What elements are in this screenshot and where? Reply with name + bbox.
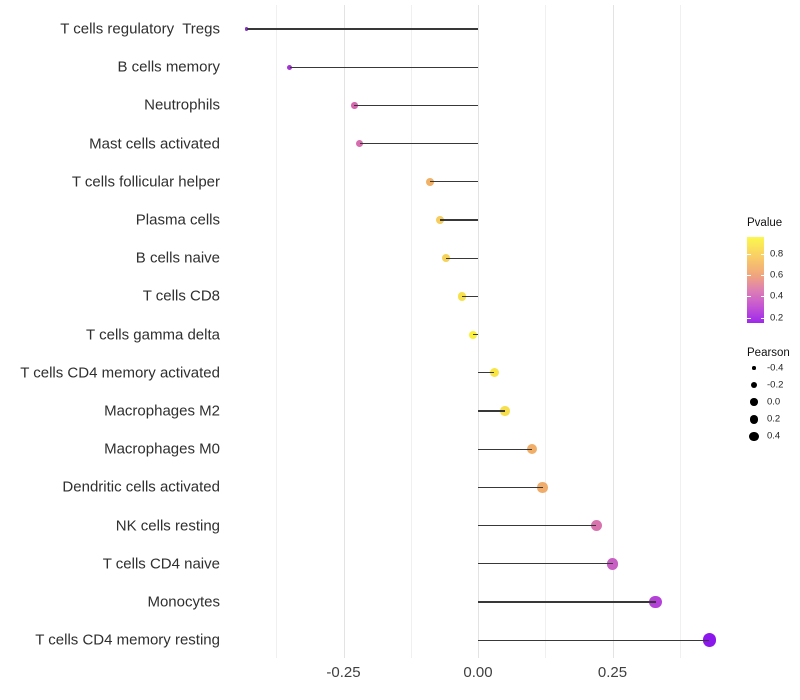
pearson-legend-label: -0.4 xyxy=(767,362,784,374)
y-axis-label: B cells memory xyxy=(117,58,220,76)
pearson-legend-label: 0.0 xyxy=(767,396,781,408)
lollipop-dot xyxy=(590,520,602,532)
gridline-minor xyxy=(410,5,412,658)
colorbar-tick-label: 0.4 xyxy=(770,290,784,302)
gridline-minor xyxy=(545,5,547,658)
colorbar-tick-label: 0.8 xyxy=(770,248,784,260)
lollipop-stick xyxy=(478,563,613,565)
y-axis-label: T cells regulatory Tregs xyxy=(60,20,220,38)
pearson-legend-label: -0.2 xyxy=(767,379,784,391)
lollipop-stick xyxy=(429,181,478,183)
legend-pearson-title: Pearson xyxy=(747,347,790,359)
pearson-legend-dot xyxy=(749,415,759,424)
pearson-legend-dot xyxy=(751,382,757,389)
lollipop-dot xyxy=(606,558,619,570)
plot-panel xyxy=(228,5,724,658)
lollipop-stick xyxy=(440,219,478,221)
y-axis-label: NK cells resting xyxy=(115,517,220,535)
gridline-major xyxy=(478,5,479,658)
lollipop-stick xyxy=(472,334,478,336)
lollipop-dot xyxy=(537,482,548,493)
gridline-major xyxy=(343,5,345,658)
y-axis-label: Plasma cells xyxy=(135,211,220,229)
pearson-legend-dot xyxy=(752,366,756,370)
y-axis-label: Dendritic cells activated xyxy=(62,478,220,496)
y-axis-label: T cells CD4 memory resting xyxy=(35,631,220,649)
colorbar-tick-label: 0.6 xyxy=(770,269,784,281)
x-axis-tick-label: -0.25 xyxy=(326,664,361,681)
lollipop-stick xyxy=(445,257,478,259)
lollipop-stick xyxy=(478,486,543,488)
lollipop-dot xyxy=(702,633,717,647)
lollipop-stick xyxy=(478,525,597,527)
lollipop-stick xyxy=(246,28,478,30)
colorbar-tick-mark xyxy=(747,317,751,319)
lollipop-stick xyxy=(359,143,478,145)
colorbar-tick-mark xyxy=(760,274,764,276)
gridline-major xyxy=(612,5,614,658)
y-axis-label: Macrophages M0 xyxy=(104,440,220,458)
lollipop-stick xyxy=(354,104,478,106)
y-axis-label: B cells naive xyxy=(135,249,220,267)
legend-pvalue-title: Pvalue xyxy=(747,217,783,229)
colorbar-tick-mark xyxy=(747,296,751,298)
y-axis-label: T cells CD8 xyxy=(142,287,220,305)
lollipop-stick xyxy=(461,295,478,297)
lollipop-dot xyxy=(500,406,510,416)
pearson-legend-label: 0.2 xyxy=(767,413,781,425)
lollipop-stick xyxy=(478,639,710,641)
pvalue-colorbar xyxy=(747,237,764,323)
colorbar-tick-mark xyxy=(760,254,764,256)
colorbar-tick-label: 0.2 xyxy=(770,312,784,324)
gridline-minor xyxy=(276,5,278,658)
y-axis-label: Monocytes xyxy=(147,593,220,611)
pearson-legend-dot xyxy=(750,398,758,406)
colorbar-tick-mark xyxy=(760,317,764,319)
x-axis-tick-label: 0.25 xyxy=(597,664,628,681)
lollipop-stick xyxy=(478,372,495,374)
y-axis-label: Neutrophils xyxy=(144,96,220,114)
colorbar-tick-mark xyxy=(760,296,764,298)
lollipop-stick xyxy=(478,601,656,603)
lollipop-dot xyxy=(526,444,537,455)
lollipop-stick xyxy=(478,448,532,450)
y-axis-label: T cells CD4 naive xyxy=(102,555,220,573)
lollipop-stick xyxy=(289,66,478,68)
y-axis-label: T cells follicular helper xyxy=(71,173,220,191)
y-axis-label: Mast cells activated xyxy=(89,135,220,153)
y-axis-label: T cells CD4 memory activated xyxy=(20,364,220,382)
pearson-legend-dot xyxy=(749,431,759,442)
lollipop-dot xyxy=(649,595,662,609)
x-axis-tick-label: 0.00 xyxy=(463,664,493,681)
y-axis-label: Macrophages M2 xyxy=(104,402,220,420)
pearson-legend-label: 0.4 xyxy=(767,430,781,442)
y-axis-label: T cells gamma delta xyxy=(86,326,220,344)
lollipop-dot xyxy=(489,368,499,378)
colorbar-tick-mark xyxy=(747,254,751,256)
colorbar-tick-mark xyxy=(747,274,751,276)
lollipop-stick xyxy=(478,410,505,412)
gridline-minor xyxy=(679,5,681,658)
